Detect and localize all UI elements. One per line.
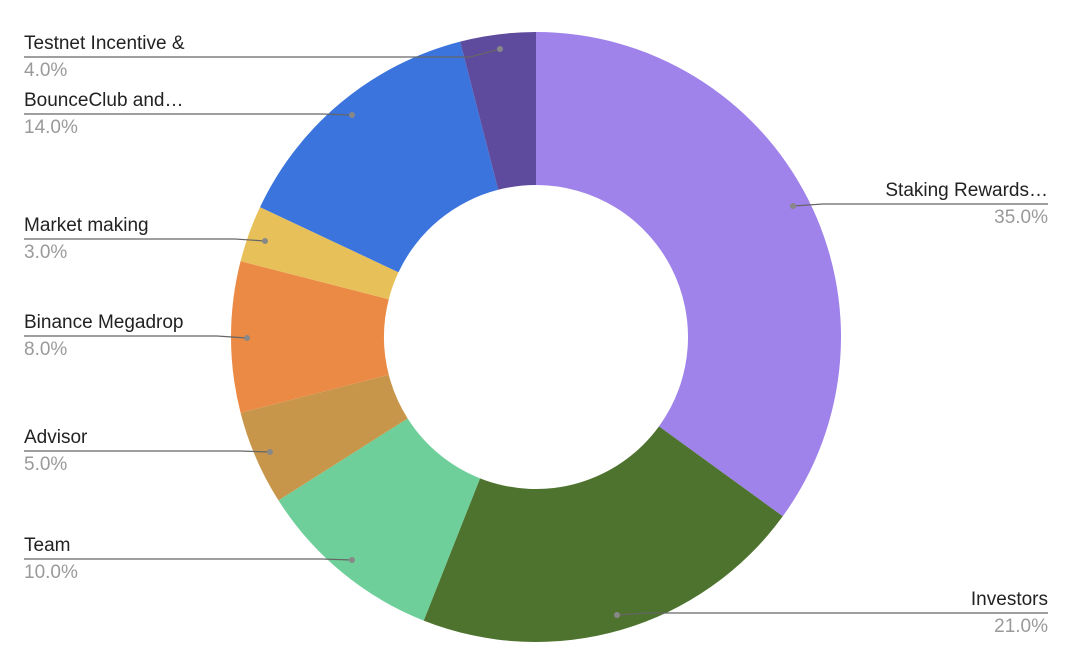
leader-line bbox=[792, 203, 1048, 207]
donut-slice bbox=[240, 207, 399, 300]
slice-percent: 5.0% bbox=[24, 454, 67, 475]
slice-label: Advisor bbox=[24, 427, 88, 448]
leader-dot bbox=[349, 112, 355, 118]
slice-percent: 35.0% bbox=[994, 207, 1048, 228]
leader-dot bbox=[790, 203, 796, 209]
slice-label: BounceClub and… bbox=[24, 90, 184, 111]
leader-line bbox=[616, 612, 1048, 616]
leader-line bbox=[24, 113, 353, 116]
slice-percent: 3.0% bbox=[24, 242, 67, 263]
slice-percent: 21.0% bbox=[994, 616, 1048, 637]
donut-slice bbox=[278, 418, 481, 621]
donut-slice bbox=[536, 32, 841, 517]
donut-slice bbox=[231, 261, 389, 413]
slice-percent: 14.0% bbox=[24, 117, 78, 138]
donut-slice bbox=[423, 426, 783, 642]
leader-dot bbox=[349, 557, 355, 563]
leader-dot bbox=[267, 449, 273, 455]
leader-line bbox=[24, 238, 266, 242]
leader-dot bbox=[614, 612, 620, 618]
leader-line bbox=[24, 558, 353, 561]
slice-label: Market making bbox=[24, 215, 149, 236]
leader-line bbox=[24, 335, 248, 339]
slice-label: Testnet Incentive & bbox=[24, 33, 185, 54]
slice-percent: 10.0% bbox=[24, 562, 78, 583]
donut-slice bbox=[240, 374, 408, 501]
slice-label: Staking Rewards… bbox=[885, 180, 1048, 201]
slice-label: Investors bbox=[971, 589, 1048, 610]
leader-dot bbox=[244, 335, 250, 341]
slice-percent: 4.0% bbox=[24, 60, 67, 81]
donut-slice bbox=[460, 32, 536, 190]
slice-label: Binance Megadrop bbox=[24, 312, 184, 333]
donut-slice bbox=[260, 41, 499, 273]
leader-dot bbox=[497, 46, 503, 52]
slice-label: Team bbox=[24, 535, 70, 556]
leader-line bbox=[24, 48, 501, 58]
slice-percent: 8.0% bbox=[24, 339, 67, 360]
leader-dot bbox=[262, 238, 268, 244]
leader-line bbox=[24, 450, 271, 453]
